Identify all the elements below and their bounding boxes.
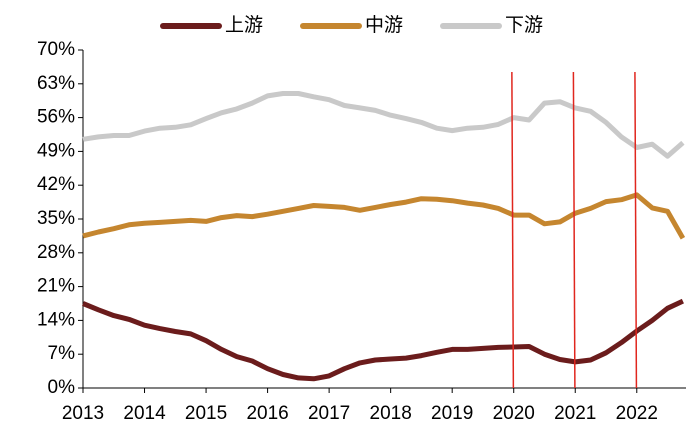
legend-label: 上游: [225, 14, 263, 36]
x-tick-label: 2015: [185, 403, 227, 424]
y-tick-label: 49%: [37, 140, 75, 161]
y-tick-label: 70%: [37, 39, 75, 60]
x-tick-label: 2016: [246, 403, 288, 424]
legend-label: 中游: [365, 14, 403, 36]
annotation-line: [634, 71, 638, 389]
y-tick-label: 28%: [37, 242, 75, 263]
x-tick-label: 2022: [616, 403, 658, 424]
x-tick-label: 2017: [308, 403, 350, 424]
x-tick-label: 2013: [62, 403, 104, 424]
y-tick-label: 56%: [37, 107, 75, 128]
y-tick-label: 7%: [48, 343, 76, 364]
series-line: [82, 298, 684, 382]
annotation-line: [511, 71, 515, 389]
y-tick-label: 21%: [37, 276, 75, 297]
x-tick-label: 2019: [431, 403, 473, 424]
y-tick-label: 14%: [37, 309, 75, 330]
x-tick-label: 2020: [493, 403, 535, 424]
annotation-line: [572, 71, 576, 389]
y-tick-label: 63%: [37, 73, 75, 94]
legend-label: 下游: [505, 14, 543, 36]
series-line: [82, 192, 686, 240]
y-tick-label: 0%: [48, 377, 76, 398]
y-tick-label: 42%: [37, 174, 75, 195]
x-tick-label: 2021: [554, 403, 596, 424]
series-line: [82, 91, 685, 159]
x-tick-label: 2018: [370, 403, 412, 424]
x-tick-label: 2014: [123, 403, 166, 424]
y-tick-label: 35%: [37, 208, 75, 229]
